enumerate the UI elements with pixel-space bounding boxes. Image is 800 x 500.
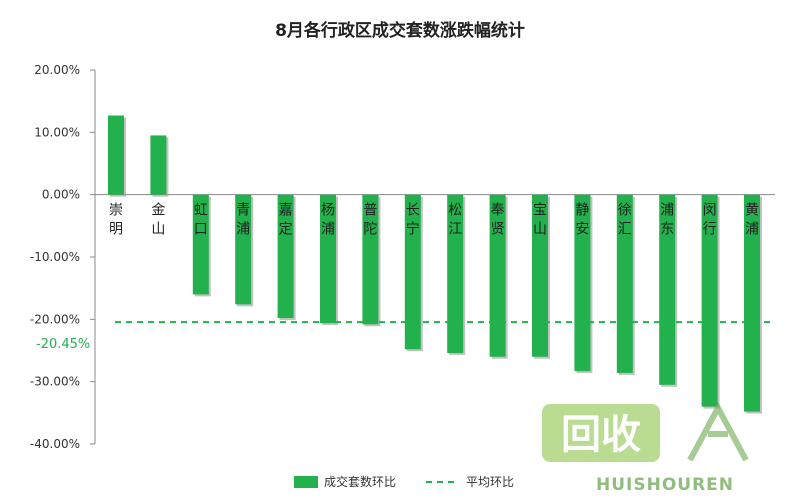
legend-bar-swatch [294,476,318,488]
bar-浦东 [659,194,676,385]
bar-崇明 [108,115,124,195]
legend-bar-label: 成交套数环比 [324,474,396,489]
y-tick-label: -40.00% [30,437,80,451]
category-label: 宝山 [533,203,547,238]
bar-徐汇 [616,194,633,373]
average-value-label: -20.45% [36,337,90,352]
category-label: 静安 [575,203,589,238]
bar-闵行 [701,194,718,407]
y-tick-label: 20.00% [34,63,80,77]
category-label: 嘉定 [279,203,293,238]
average-line-group: -20.45% [36,321,775,352]
bar-松江 [447,194,464,353]
bar-长宁 [404,194,421,350]
category-label: 黄浦 [745,202,759,238]
y-tick-label: -10.00% [30,250,80,264]
bar-虹口 [192,194,209,295]
bar-普陀 [362,194,379,325]
bar-青浦 [235,194,252,305]
legend-average-label: 平均环比 [466,475,514,489]
bar-金山 [150,135,167,195]
category-label: 奉贤 [491,203,505,238]
category-label: 普陀 [363,203,377,238]
bar-嘉定 [277,194,294,319]
category-label: 浦东 [660,203,674,238]
bar-杨浦 [320,194,336,324]
category-label: 崇明 [109,203,123,238]
y-tick-label: 10.00% [34,125,80,139]
y-tick-label: 0.00% [42,188,80,202]
category-label: 金山 [151,203,165,238]
bar-奉贤 [489,194,506,357]
category-label: 松江 [448,203,462,238]
legend: 成交套数环比 平均环比 [294,474,514,489]
bars [108,115,762,414]
category-label: 长宁 [406,203,420,238]
category-label: 徐汇 [618,203,632,238]
bar-黄浦 [744,194,760,412]
chart-title: 8月各行政区成交套数涨跌幅统计 [275,20,525,41]
bar-宝山 [532,194,548,357]
y-tick-label: -30.00% [30,375,80,389]
category-label: 青浦 [236,203,250,238]
category-label: 闵行 [703,203,717,238]
bar-静安 [574,194,591,372]
y-tick-label: -20.00% [30,312,80,326]
category-label: 虹口 [194,203,208,238]
category-label: 杨浦 [321,203,335,238]
